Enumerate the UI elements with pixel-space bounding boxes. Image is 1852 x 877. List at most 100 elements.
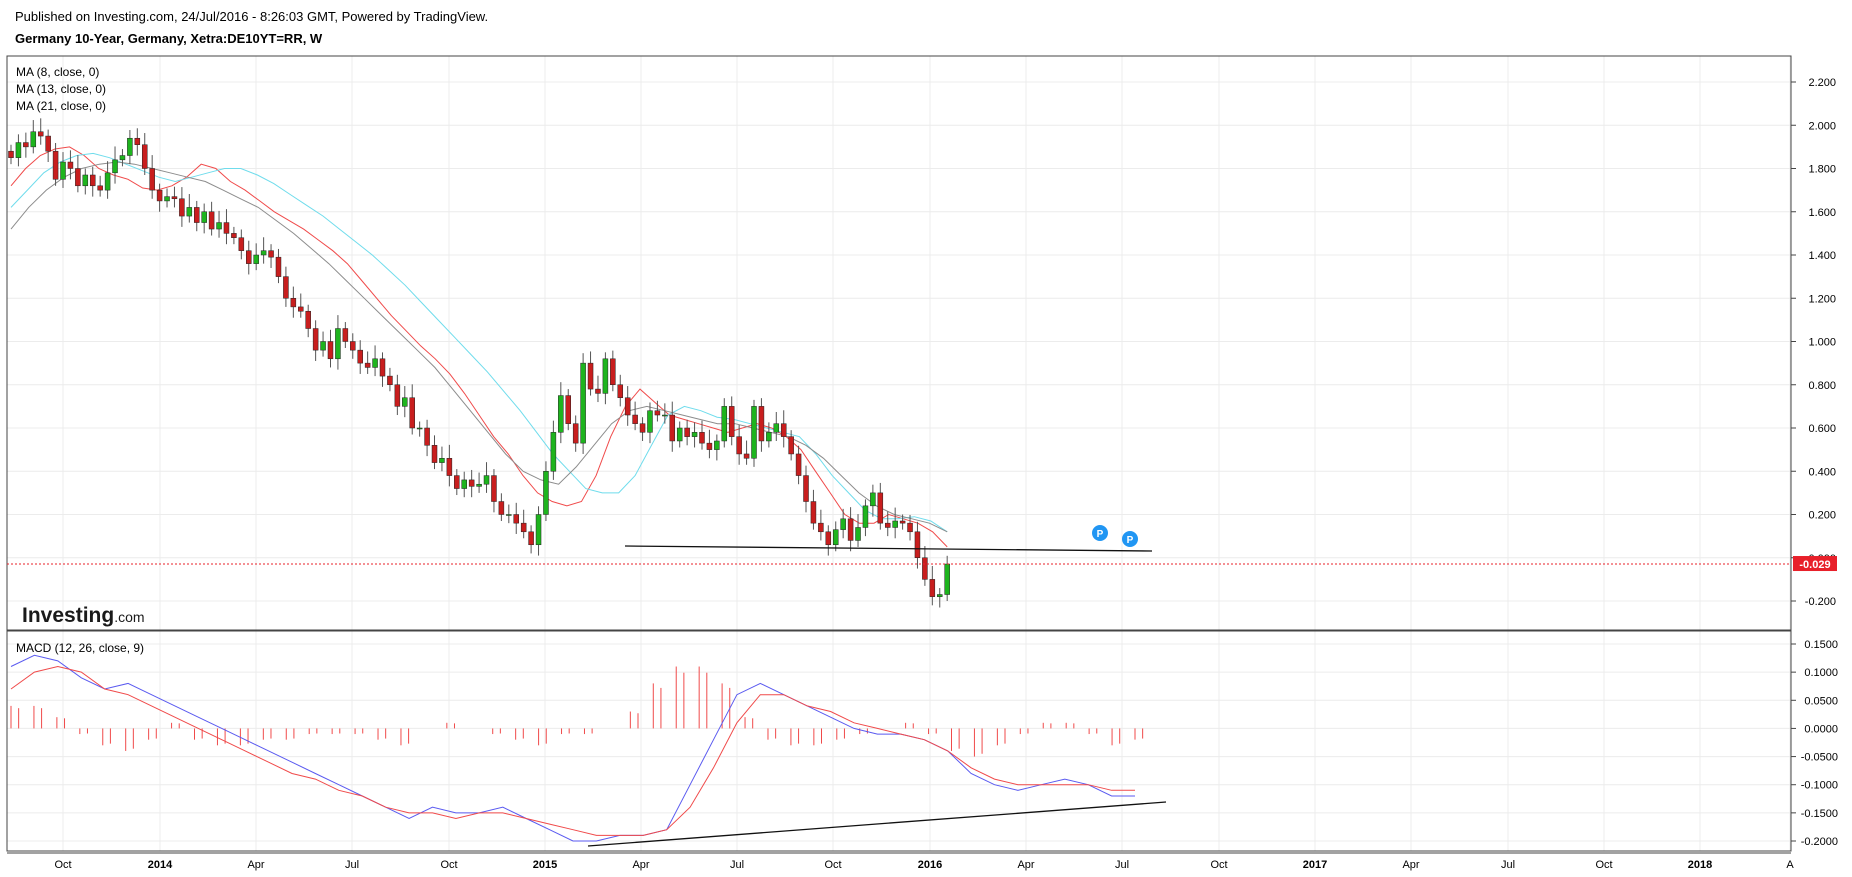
candle-body	[795, 453, 802, 476]
candle-body	[870, 492, 876, 507]
pivot-marker-1[interactable]: P	[1092, 525, 1108, 541]
candle-body	[550, 432, 557, 472]
candle-body	[944, 563, 950, 595]
candle-body	[208, 211, 215, 230]
candle-body	[112, 159, 118, 174]
candle-body	[714, 440, 720, 450]
price-tick-label: -0.200	[1805, 596, 1836, 608]
candle-body	[595, 388, 601, 394]
candle-body	[513, 514, 519, 524]
price-tick-label: 1.400	[1808, 250, 1836, 262]
price-pane-frame	[6, 55, 1792, 631]
macd-tick-label: -0.1000	[1801, 780, 1838, 792]
legend-ma13: MA (13, close, 0)	[16, 82, 106, 96]
price-tick-label: 1.200	[1808, 293, 1836, 305]
candle-body	[699, 432, 705, 444]
candle-body	[803, 475, 809, 502]
candle-body	[639, 423, 646, 433]
candle-body	[840, 518, 846, 530]
price-tick-label: 2.000	[1808, 120, 1836, 132]
candle-body	[238, 237, 245, 251]
candle-body	[223, 222, 230, 234]
candle-body	[773, 423, 780, 433]
candle-body	[45, 135, 51, 152]
candle-body	[134, 137, 141, 145]
candle-body	[424, 427, 430, 446]
price-axis: 2.200 2.000 1.800 1.600 1.400 1.200 1.000 0.800…	[1791, 77, 1836, 608]
candle-body	[194, 207, 200, 223]
pivot-marker-2-circle	[1122, 531, 1138, 547]
candle-body	[253, 254, 259, 264]
macd-lines	[10, 654, 1135, 842]
price-tick-label: 1.800	[1808, 164, 1836, 176]
time-tick-label: A	[1786, 859, 1794, 871]
time-tick-label: Apr	[1017, 859, 1034, 871]
candle-body	[758, 406, 765, 442]
candle-body	[431, 445, 438, 463]
candle-body	[179, 198, 185, 217]
candle-body	[483, 475, 490, 485]
candle-body	[662, 414, 668, 417]
candlesticks	[8, 118, 950, 608]
candle-body	[587, 362, 594, 390]
time-tick-label: 2018	[1688, 859, 1712, 871]
candle-body	[610, 358, 616, 385]
candle-body	[67, 161, 74, 169]
candle-body	[446, 458, 453, 476]
candle-body	[305, 310, 311, 329]
candle-body	[149, 168, 155, 191]
candle-body	[617, 384, 624, 398]
candle-body	[877, 492, 884, 524]
candle-body	[8, 150, 14, 158]
grid-lines	[7, 56, 1791, 851]
time-tick-label: Apr	[632, 859, 649, 871]
pivot-marker-2[interactable]: P	[1122, 531, 1138, 547]
candle-body	[387, 375, 393, 386]
candle-body	[832, 529, 839, 546]
candle-body	[468, 479, 475, 487]
candle-body	[535, 514, 542, 546]
candle-body	[736, 436, 742, 455]
candle-body	[283, 276, 289, 299]
candle-body	[342, 328, 349, 342]
candle-body	[104, 172, 111, 191]
time-tick-label: 2016	[918, 859, 942, 871]
price-tick-label: 0.600	[1808, 423, 1836, 435]
candle-body	[632, 414, 638, 424]
candle-body	[491, 475, 497, 502]
candle-body	[97, 185, 103, 191]
candle-body	[82, 174, 89, 187]
candle-body	[312, 328, 319, 351]
candle-body	[52, 150, 59, 180]
time-tick-label: Apr	[1402, 859, 1419, 871]
time-tick-label: Jul	[1115, 859, 1129, 871]
candle-body	[498, 501, 505, 515]
candle-body	[818, 522, 824, 533]
candle-body	[37, 131, 44, 137]
logo-suffix: .com	[114, 609, 144, 625]
candle-body	[884, 522, 891, 528]
macd-tick-label: 0.1000	[1804, 667, 1838, 679]
candle-body	[201, 211, 207, 223]
candle-body	[394, 384, 401, 407]
candle-body	[164, 196, 170, 202]
candle-body	[899, 520, 906, 524]
candle-body	[171, 196, 178, 200]
candle-body	[335, 328, 341, 360]
pivot-marker-1-circle	[1092, 525, 1108, 541]
legend-ma21: MA (21, close, 0)	[16, 99, 106, 113]
support-trendline[interactable]	[624, 545, 1153, 552]
candle-body	[914, 531, 921, 558]
price-tick-label: 0.200	[1808, 510, 1836, 522]
macd-trendline[interactable]	[587, 801, 1167, 847]
candle-body	[647, 410, 653, 433]
candle-body	[676, 427, 683, 442]
candle-body	[892, 520, 898, 528]
macd-tick-label: -0.2000	[1801, 836, 1838, 848]
symbol-title: Germany 10-Year, Germany, Xetra:DE10YT=R…	[15, 31, 323, 46]
investing-logo: Investing.com	[22, 604, 145, 627]
time-tick-label: Apr	[247, 859, 264, 871]
time-tick-label: Oct	[824, 859, 841, 871]
macd-tick-label: 0.0000	[1804, 723, 1838, 735]
